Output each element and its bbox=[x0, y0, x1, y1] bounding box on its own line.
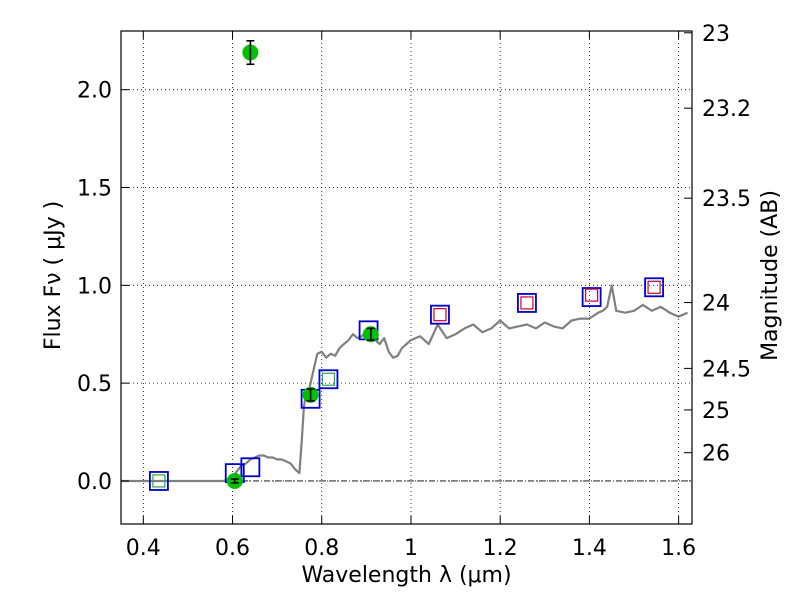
x-tick-label: 1.6 bbox=[661, 536, 696, 561]
square-marker bbox=[240, 457, 261, 478]
square-marker bbox=[647, 280, 661, 294]
y-axis-label: Flux Fν ( μJy ) bbox=[41, 201, 66, 350]
y-tick-label: 0.0 bbox=[77, 470, 112, 495]
square-marker bbox=[152, 474, 166, 488]
square-marker bbox=[318, 369, 339, 390]
square-marker bbox=[149, 471, 169, 491]
mag-tick-label: 23.5 bbox=[702, 187, 751, 212]
square-marker bbox=[430, 304, 450, 325]
y2-axis-label: Magnitude (AB) bbox=[758, 190, 783, 361]
plot-frame bbox=[120, 30, 693, 525]
square-marker bbox=[517, 293, 537, 313]
x-tick-label: 1.4 bbox=[572, 536, 607, 561]
x-tick-label: 0.6 bbox=[215, 536, 250, 561]
y-tick-label: 1.5 bbox=[77, 177, 112, 202]
mag-tick-label: 26 bbox=[702, 442, 730, 467]
square-marker bbox=[644, 277, 664, 298]
mag-tick-label: 24.5 bbox=[702, 357, 751, 382]
square-marker bbox=[581, 287, 602, 307]
y-tick-label: 2.0 bbox=[77, 79, 112, 104]
y-tick-label: 0.5 bbox=[77, 372, 112, 397]
plot-area bbox=[121, 39, 688, 491]
grid bbox=[121, 31, 692, 524]
square-marker bbox=[433, 308, 447, 322]
mag-tick-label: 23 bbox=[702, 22, 730, 47]
x-tick-label: 0.4 bbox=[126, 536, 161, 561]
y-tick-label: 1.0 bbox=[77, 274, 112, 299]
square-marker bbox=[520, 296, 534, 310]
mag-tick-label: 24 bbox=[702, 292, 730, 317]
mag-tick-label: 25 bbox=[702, 399, 730, 424]
x-axis-label: Wavelength λ (μm) bbox=[301, 563, 511, 588]
spectrum-line bbox=[121, 284, 688, 483]
square-marker bbox=[585, 288, 599, 302]
x-tick-label: 0.8 bbox=[304, 536, 339, 561]
mag-tick-label: 23.2 bbox=[702, 97, 751, 122]
square-marker bbox=[321, 372, 336, 386]
axis-ticks: 0.4 0.6 0.8 1 1.2 1.4 1.6 0.0 0.5 1.0 1.5 2.0 23 23.2… bbox=[77, 22, 751, 561]
x-tick-label: 1.2 bbox=[483, 536, 518, 561]
x-tick-label: 1 bbox=[404, 536, 418, 561]
